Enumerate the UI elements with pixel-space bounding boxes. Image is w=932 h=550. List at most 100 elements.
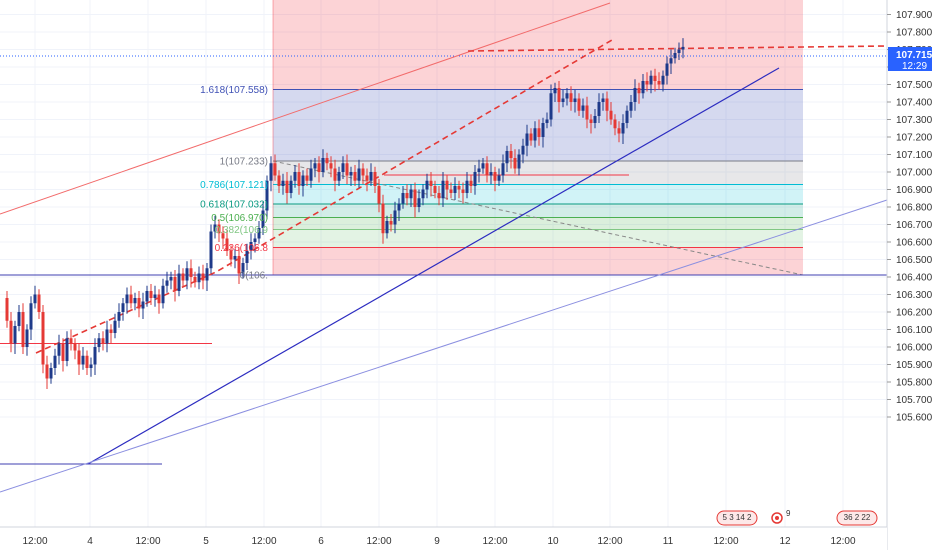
fib-level-label: 0(106. xyxy=(240,271,268,282)
time-tick-label: 6 xyxy=(318,536,324,547)
fibonacci-labels: 1.618(107.558) 1(107.233) 0.786(107.121) 0.… xyxy=(200,85,268,282)
candle-body xyxy=(153,294,157,298)
fib-zone xyxy=(273,184,803,204)
candle-body xyxy=(157,294,161,304)
candle-body xyxy=(129,294,133,304)
time-tick-label: 11 xyxy=(663,536,674,547)
candle-body xyxy=(601,98,605,102)
candle-body xyxy=(569,93,573,102)
candle-body xyxy=(593,116,597,123)
candle-body xyxy=(205,268,209,281)
event-marker[interactable]: 36 2 22 xyxy=(836,510,878,526)
candle-body xyxy=(229,250,233,260)
candle-body xyxy=(417,198,421,207)
candle-body xyxy=(25,329,29,347)
candle-body xyxy=(285,180,289,193)
candle-body xyxy=(97,338,101,347)
us-flag-icon xyxy=(836,510,878,526)
candle-body xyxy=(181,273,185,281)
price-tick-label: 105.800 xyxy=(896,378,932,389)
candle-body xyxy=(353,172,357,181)
price-tick-label: 106.500 xyxy=(896,255,932,266)
candle-body xyxy=(5,298,9,321)
candle-body xyxy=(533,128,537,141)
time-axis-bg xyxy=(0,527,887,550)
time-tick-label: 12:00 xyxy=(830,536,855,547)
candle-body xyxy=(557,88,561,102)
candle-body xyxy=(225,238,229,251)
candle-body xyxy=(485,163,489,176)
candle-body xyxy=(121,303,125,312)
price-axis-bg xyxy=(887,0,932,550)
candle-body xyxy=(373,172,377,186)
fib-level-label: 1(107.233) xyxy=(220,157,268,168)
candle-body xyxy=(33,294,37,304)
price-tick-label: 106.800 xyxy=(896,203,932,214)
candle-body xyxy=(53,355,57,368)
candle-body xyxy=(41,312,45,365)
time-tick-label: 12:00 xyxy=(482,536,507,547)
candle-body xyxy=(193,277,197,283)
event-count: 9 xyxy=(786,509,791,518)
candle-body xyxy=(325,158,329,164)
candle-body xyxy=(605,98,609,111)
candle-body xyxy=(141,301,145,309)
price-axis[interactable]: 107.900107.800107.700107.600107.500107.4… xyxy=(886,0,932,550)
fib-level-label: 1.618(107.558) xyxy=(200,85,268,96)
candle-body xyxy=(585,105,589,120)
candle-body xyxy=(113,320,117,333)
event-marker[interactable]: 5 3 14 2 xyxy=(716,510,758,526)
candle-body xyxy=(349,172,353,176)
candle-body xyxy=(137,298,141,309)
fibonacci-retracement[interactable] xyxy=(272,0,804,276)
event-markers[interactable]: 5 3 14 2 9 36 2 22 xyxy=(716,509,878,526)
drawing-lines[interactable] xyxy=(0,2,888,493)
candle-body xyxy=(389,221,393,225)
candle-body xyxy=(185,268,189,281)
time-tick-label: 12 xyxy=(779,536,791,547)
candle-body xyxy=(517,154,521,169)
candle-body xyxy=(369,172,373,181)
candle-body xyxy=(105,329,109,344)
price-tick-label: 106.900 xyxy=(896,185,932,196)
candle-body xyxy=(661,75,665,85)
candle-body xyxy=(65,338,69,361)
candle-body xyxy=(481,163,485,169)
candle-body xyxy=(597,102,601,116)
candle-body xyxy=(589,119,593,123)
candle-body xyxy=(17,312,21,326)
fib-zone xyxy=(273,204,803,218)
candle-body xyxy=(457,186,461,190)
candle-body xyxy=(81,355,85,365)
candle-body xyxy=(609,110,613,120)
candle-body xyxy=(125,294,129,304)
candle-body xyxy=(577,98,581,111)
candle-body xyxy=(293,172,297,181)
price-tick-label: 105.600 xyxy=(896,413,932,424)
candle-body xyxy=(465,180,469,193)
candle-body xyxy=(421,189,425,199)
candle-body xyxy=(617,128,621,134)
fib-level-label: 0.5(106.970) xyxy=(211,213,268,224)
candle-body xyxy=(649,75,653,85)
candle-body xyxy=(217,224,221,234)
time-tick-label: 12:00 xyxy=(597,536,622,547)
candle-body xyxy=(273,163,277,176)
chart-grid xyxy=(0,0,887,527)
fib-level-label: 0.382(106.9 xyxy=(215,225,269,236)
candle-body xyxy=(237,256,241,274)
candle-body xyxy=(453,186,457,193)
event-marker[interactable]: 9 xyxy=(771,509,791,524)
price-tick-label: 106.600 xyxy=(896,238,932,249)
time-axis[interactable]: 12:00 4 12:00 5 12:00 6 12:00 9 12:00 10 12:00 11 12… xyxy=(0,526,887,550)
price-tick-label: 107.800 xyxy=(896,28,932,39)
event-count: 36 2 22 xyxy=(844,513,871,522)
price-tick-label: 106.400 xyxy=(896,273,932,284)
candle-body xyxy=(525,133,529,146)
candle-body xyxy=(501,163,505,176)
price-tick-label: 106.200 xyxy=(896,308,932,319)
candle-body xyxy=(441,180,445,199)
candle-body xyxy=(633,88,637,102)
price-tick-label: 107.300 xyxy=(896,115,932,126)
